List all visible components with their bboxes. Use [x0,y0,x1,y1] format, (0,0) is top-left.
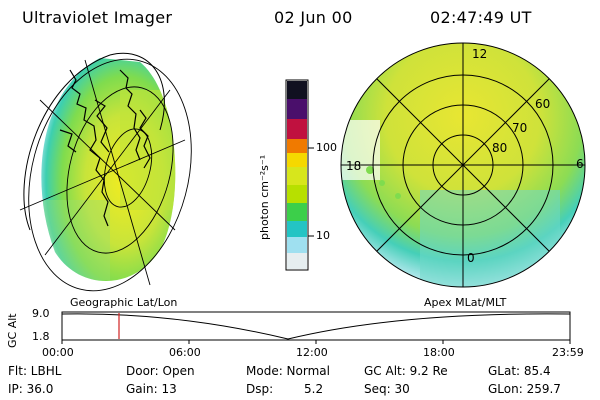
info-ip: IP: 36.0 [8,382,54,396]
alt-ybottom: 1.8 [32,330,50,343]
app-title: Ultraviolet Imager [22,8,173,27]
right-panel-label: Apex MLat/MLT [424,296,507,309]
left-panel-label: Geographic Lat/Lon [70,296,178,309]
mlat-label-70: 70 [512,121,527,135]
info-seq: Seq: 30 [364,382,410,396]
info-mode: Mode: Normal [246,364,330,378]
colorbar-tick-100: 100 [316,141,337,154]
info-flt: Flt: LBHL [8,364,62,378]
info-dsp-value: 5.2 [304,382,324,396]
time-tick-3: 18:00 [423,346,455,359]
info-gc-alt: GC Alt: 9.2 Re [364,364,448,378]
info-dsp-label: Dsp: [246,382,274,396]
info-glat: GLat: 85.4 [488,364,551,378]
colorbar-unit-label: photon cm⁻²s⁻¹ [258,154,271,240]
header-date: 02 Jun 00 [274,8,353,27]
mlt-label-6: 6 [576,157,584,171]
mlt-label-0: 0 [467,251,475,265]
mlt-label-18: 18 [346,159,361,173]
polar-image: 12 18 6 0 60 70 80 [340,42,586,288]
time-tick-1: 06:00 [169,346,201,359]
altitude-plot [61,311,571,344]
info-glon: GLon: 259.7 [488,382,561,396]
time-tick-2: 12:00 [296,346,328,359]
geographic-image [19,52,192,292]
time-tick-4: 23:59 [552,346,584,359]
header-time: 02:47:49 UT [430,8,532,27]
info-gain: Gain: 13 [126,382,177,396]
alt-ylabel: GC Alt [6,313,19,348]
color-bar [285,79,314,271]
mlat-label-60: 60 [535,97,550,111]
time-tick-0: 00:00 [42,346,74,359]
mlt-label-12: 12 [472,47,487,61]
mlat-label-80: 80 [492,141,507,155]
info-door: Door: Open [126,364,195,378]
alt-ytop: 9.0 [32,307,50,320]
colorbar-tick-10: 10 [316,229,330,242]
